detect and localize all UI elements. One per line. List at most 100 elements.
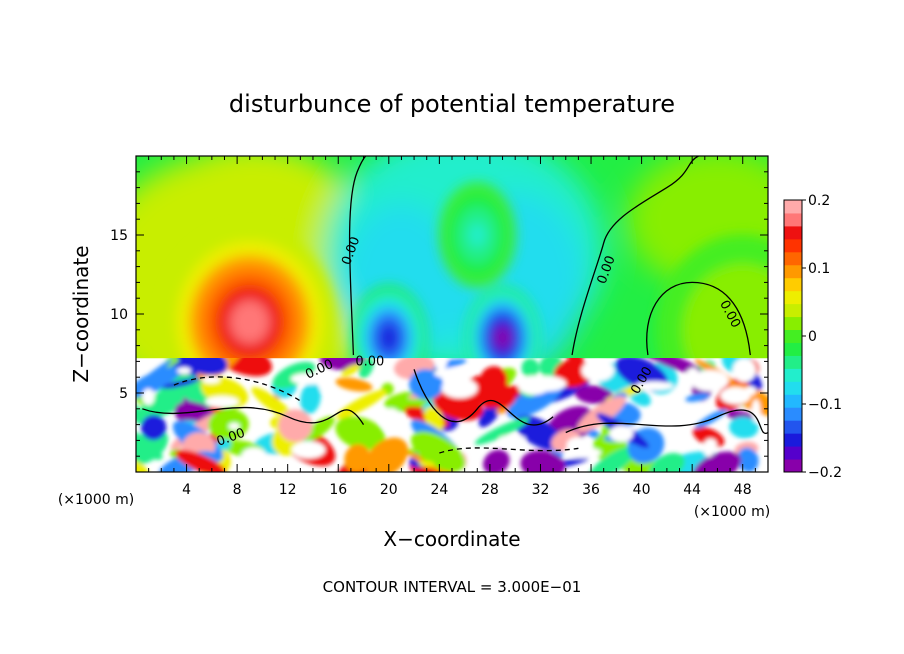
turbulent-cell	[694, 408, 728, 429]
turbulent-cell	[335, 377, 373, 392]
x-tick-label: 16	[329, 482, 347, 498]
turbulent-cell	[410, 431, 466, 472]
x-tick-label: 44	[683, 482, 701, 498]
turbulent-cell	[303, 416, 335, 442]
colorbar-swatch	[784, 212, 802, 227]
saturated-cell	[290, 372, 326, 385]
turbulent-cell	[483, 385, 522, 409]
turbulent-cell	[208, 408, 249, 440]
colorbar-swatch	[784, 316, 802, 331]
zero-contour-line	[565, 409, 768, 435]
saturated-cell	[177, 367, 192, 375]
saturated-cell	[498, 435, 526, 443]
contour-interval-note: CONTOUR INTERVAL = 3.000E−01	[323, 578, 582, 596]
zero-contour-line	[646, 281, 751, 356]
turbulent-cell	[341, 364, 361, 377]
turbulent-cell	[217, 437, 231, 451]
saturated-cell	[751, 399, 761, 423]
colorbar-swatch	[784, 446, 802, 460]
colorbar-tick-label: −0.1	[808, 397, 842, 413]
saturated-cell	[720, 387, 751, 405]
turbulent-cell	[729, 416, 759, 439]
turbulent-cell	[251, 387, 293, 419]
y-tick-label: 10	[110, 307, 128, 323]
warm-anomaly	[229, 299, 270, 344]
saturated-cell	[566, 437, 590, 454]
plot-field: 0.000.000.000.00 0.000.000.00	[136, 156, 768, 472]
saturated-cell	[434, 368, 471, 379]
saturated-cell	[434, 358, 448, 371]
turbulent-cell	[176, 358, 228, 375]
x-tick-label: 32	[532, 482, 550, 498]
zero-contour-line	[413, 369, 554, 426]
turbulent-cell	[136, 366, 181, 399]
turbulent-cell	[520, 450, 565, 472]
zero-contour-line	[142, 406, 365, 425]
saturated-cell	[441, 377, 478, 399]
saturated-cell	[690, 370, 729, 392]
turbulent-cell	[567, 358, 585, 373]
zero-contour-line	[439, 447, 579, 454]
saturated-cell	[635, 381, 674, 391]
saturated-cell	[526, 375, 567, 392]
zero-contour-line	[173, 376, 301, 402]
x-axis: 4 8 12 16 20 24 28 32 36 40 44 48	[148, 156, 756, 498]
turbulent-cell	[575, 385, 614, 404]
saturated-cell	[201, 376, 220, 384]
warm-anomaly	[722, 307, 763, 352]
saturated-cell	[291, 441, 326, 459]
x-unit-left: (×1000 m)	[58, 492, 134, 508]
colorbar-swatch	[784, 264, 802, 279]
saturated-cell	[704, 438, 717, 450]
y-axis: 5 10 15	[110, 171, 768, 457]
cool-anomaly	[493, 325, 512, 350]
x-tick-label: 12	[279, 482, 297, 498]
colorbar-swatch	[784, 420, 802, 434]
turbulent-cell	[433, 390, 484, 421]
x-tick-label: 20	[380, 482, 398, 498]
colorbar-swatch	[784, 355, 802, 369]
y-axis-label: Z−coordinate	[69, 245, 93, 382]
chart-title: disturbunce of potential temperature	[229, 90, 675, 118]
x-tick-label: 48	[734, 482, 752, 498]
colorbar-swatch	[784, 394, 802, 408]
colorbar-swatch	[784, 238, 802, 253]
zero-contour-line	[571, 156, 699, 356]
turbulent-cell	[521, 358, 540, 378]
colorbar-swatch	[784, 381, 802, 395]
turbulent-cell	[272, 361, 316, 389]
turbulent-cell	[278, 409, 313, 443]
turbulent-cell	[175, 449, 227, 472]
colorbar-swatch	[784, 200, 802, 214]
saturated-cell	[609, 425, 634, 442]
turbulent-cell	[358, 358, 374, 379]
colorbar-swatch	[784, 277, 802, 292]
turbulent-cell	[506, 382, 562, 419]
colorbar-tick-label: 0.1	[808, 261, 830, 277]
zero-contour-line	[348, 156, 383, 356]
colorbar: 0.2 0.1 0 −0.1 −0.2	[783, 193, 842, 481]
turbulent-cell	[474, 417, 530, 445]
saturated-cell	[381, 408, 402, 431]
x-tick-label: 40	[633, 482, 651, 498]
colorbar-swatch	[784, 407, 802, 421]
y-tick-label: 5	[119, 386, 128, 402]
turbulent-cell	[344, 444, 371, 472]
turbulent-cell	[335, 416, 385, 450]
colorbar-tick-label: 0.2	[808, 193, 830, 209]
colorbar-swatch	[784, 342, 802, 356]
saturated-cell	[686, 367, 699, 378]
contour-label: 0.00	[355, 354, 384, 369]
saturated-cell	[142, 388, 155, 406]
saturated-cell	[732, 358, 757, 383]
x-axis-label: X−coordinate	[383, 527, 520, 551]
x-tick-label: 24	[430, 482, 448, 498]
colorbar-tick-label: 0	[808, 329, 817, 345]
turbulent-cell	[418, 460, 435, 468]
turbulent-cell	[693, 451, 742, 472]
y-tick-label: 15	[110, 228, 128, 244]
saturated-cell	[581, 359, 615, 382]
turbulent-cell	[136, 460, 150, 472]
saturated-cell	[205, 396, 239, 408]
